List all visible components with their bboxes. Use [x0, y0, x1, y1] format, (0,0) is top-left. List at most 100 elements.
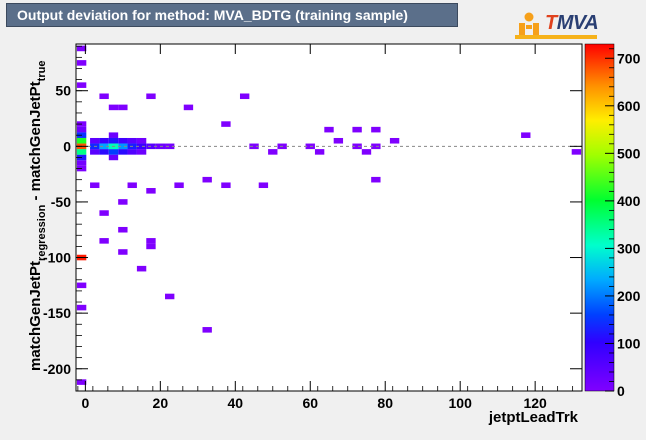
heatmap-bin [108, 104, 119, 111]
y-tick-label: 0 [63, 138, 71, 154]
heatmap-bin [165, 143, 175, 150]
heatmap-bin [118, 249, 128, 255]
heatmap-bin [136, 149, 147, 155]
heatmap-bin [76, 379, 87, 385]
heatmap-bin [571, 149, 582, 155]
heatmap-bin [314, 149, 325, 155]
heatmap-bin [324, 126, 334, 133]
heatmap-bin [76, 137, 87, 144]
heatmap-bin [76, 45, 87, 52]
x-tick-label: 80 [377, 395, 393, 411]
y-tick-label: -50 [51, 194, 71, 210]
z-tick-label: 700 [617, 50, 641, 66]
y-axis-title: matchGenJetPtregression - matchGenJetPtt… [27, 61, 48, 371]
heatmap-bin [90, 137, 100, 144]
heatmap-bin [118, 149, 128, 155]
heatmap-bin [239, 93, 250, 100]
axes: 0 20 40 60 80 100 120 50 0 -50 -100 -150 -200 [43, 44, 582, 411]
heatmap-bin [108, 149, 119, 155]
heatmap-bin [76, 282, 87, 289]
heatmap-bin [118, 137, 128, 144]
heatmap-bin [108, 137, 119, 144]
color-scale-axis: 0 100 200 300 400 500 600 700 [605, 48, 641, 399]
y-axis-title-sub2: true [36, 61, 48, 82]
heatmap-bin [521, 132, 531, 138]
heatmap-bin [118, 199, 128, 205]
heatmap-bin [99, 93, 109, 100]
heatmap-bin [174, 182, 184, 189]
z-tick-label: 300 [617, 240, 641, 256]
heatmap-bin [268, 149, 278, 155]
y-axis-title-main: matchGenJetPt [27, 261, 44, 371]
heatmap-bin [76, 160, 87, 166]
z-tick-label: 100 [617, 335, 641, 351]
heatmap-bin [76, 304, 87, 311]
tmva-logo-bar [515, 35, 597, 39]
heatmap-bin [202, 327, 212, 333]
heatmap-bin [136, 265, 147, 272]
plot-area [76, 44, 582, 391]
heatmap-bin [99, 210, 109, 216]
heatmap-bin [76, 60, 87, 66]
heatmap-bin [99, 149, 109, 155]
tmva-logo-text: TMVA [545, 12, 599, 34]
heatmap-bin [76, 82, 87, 88]
y-axis-title-sub1: regression [36, 204, 48, 261]
y-tick-label: 50 [55, 83, 71, 99]
heatmap-bin [99, 143, 109, 150]
heatmap-bin [361, 149, 372, 155]
z-tick-label: 500 [617, 145, 641, 161]
heatmap-bin [371, 176, 381, 183]
heatmap-bin [136, 137, 147, 144]
y-tick-label: -100 [43, 250, 71, 266]
heatmap-bin [90, 149, 100, 155]
heatmap-bin [258, 182, 269, 189]
heatmap-bin [76, 126, 87, 133]
heatmap-bin [146, 93, 156, 100]
heatmap-bin [136, 143, 147, 150]
heatmap-bin [146, 238, 156, 244]
heatmap-bin [108, 154, 119, 161]
heatmap-bin [99, 137, 109, 144]
heatmap-bin [202, 176, 212, 183]
heatmap-bin [389, 137, 400, 144]
heatmap-bin [333, 137, 344, 144]
tmva-logo-icon [519, 12, 539, 35]
y-axis-title-mid: - matchGenJetPt [27, 81, 44, 204]
heatmap-bin [146, 243, 156, 250]
heatmap-bin [221, 182, 231, 189]
heatmap-bin [249, 143, 259, 150]
z-tick-label: 200 [617, 288, 641, 304]
x-axis-title: jetptLeadTrk [488, 409, 579, 426]
title-banner: Output deviation for method: MVA_BDTG (t… [6, 3, 458, 27]
z-tick-label: 0 [617, 383, 625, 399]
heatmap-bin [352, 126, 362, 133]
heatmap-bin [90, 182, 100, 189]
plot-frame [75, 43, 583, 392]
heatmap-bin [371, 126, 381, 133]
heatmap-bin [127, 137, 137, 144]
x-tick-label: 40 [228, 395, 244, 411]
x-tick-label: 100 [449, 395, 473, 411]
x-tick-label: 0 [81, 395, 89, 411]
heatmap-bin [352, 143, 362, 150]
plot-title: Output deviation for method: MVA_BDTG (t… [17, 7, 408, 23]
heatmap-bin [127, 149, 137, 155]
z-tick-label: 600 [617, 98, 641, 114]
x-tick-label: 20 [153, 395, 169, 411]
x-tick-label: 120 [523, 395, 547, 411]
heatmap-bin [371, 143, 381, 150]
heatmap-bin [183, 104, 194, 111]
heatmap-bin [99, 238, 109, 244]
y-tick-label: -150 [43, 305, 71, 321]
heatmap-bin [118, 104, 128, 111]
heatmap-bin [127, 182, 137, 189]
heatmap-bin [118, 226, 128, 233]
color-scale-bar [584, 43, 615, 392]
tmva-logo: TMVA [515, 11, 599, 41]
heatmap-bin [108, 132, 119, 138]
heatmap-bin [118, 143, 128, 150]
heatmap-bin [146, 188, 156, 194]
y-tick-label: -200 [43, 361, 71, 377]
